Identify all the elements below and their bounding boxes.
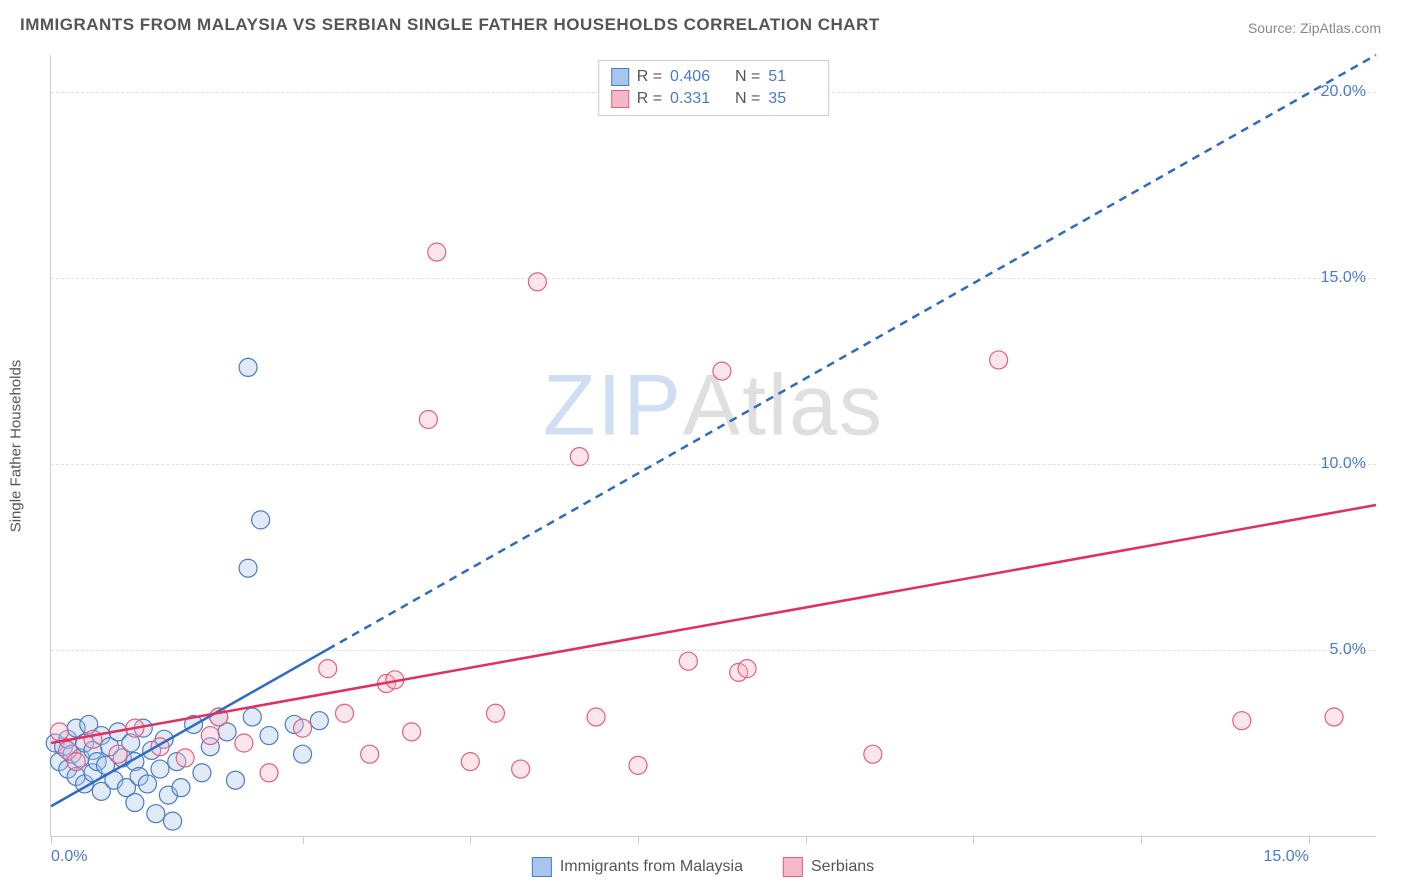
data-point [528, 273, 546, 291]
data-point [235, 734, 253, 752]
data-point [176, 749, 194, 767]
x-tick-label: 15.0% [1264, 848, 1309, 866]
stats-n-label: N = [726, 90, 760, 108]
data-point [990, 351, 1008, 369]
data-point [109, 745, 127, 763]
data-point [486, 704, 504, 722]
data-point [193, 764, 211, 782]
legend: Immigrants from Malaysia Serbians [532, 857, 874, 877]
scatter-plot-svg [51, 55, 1376, 836]
data-point [713, 362, 731, 380]
data-point [419, 410, 437, 428]
x-tick [973, 836, 974, 844]
x-tick [51, 836, 52, 844]
stats-r-label: R = [637, 90, 662, 108]
regression-line-extrapolated [328, 55, 1376, 649]
data-point [738, 660, 756, 678]
data-point [239, 358, 257, 376]
x-tick [303, 836, 304, 844]
stats-n-label: N = [726, 68, 760, 86]
data-point [172, 779, 190, 797]
data-point [147, 805, 165, 823]
data-point [252, 511, 270, 529]
x-tick [1141, 836, 1142, 844]
data-point [243, 708, 261, 726]
data-point [629, 756, 647, 774]
data-point [138, 775, 156, 793]
legend-label: Serbians [811, 858, 874, 876]
stats-row: R = 0.331 N = 35 [611, 88, 817, 110]
data-point [403, 723, 421, 741]
data-point [428, 243, 446, 261]
data-point [1233, 712, 1251, 730]
stats-r-value: 0.406 [670, 68, 718, 86]
data-point [164, 812, 182, 830]
data-point [1325, 708, 1343, 726]
data-point [239, 559, 257, 577]
data-point [126, 794, 144, 812]
x-tick [470, 836, 471, 844]
stats-n-value: 51 [768, 68, 816, 86]
data-point [151, 760, 169, 778]
data-point [260, 727, 278, 745]
data-point [260, 764, 278, 782]
stats-r-label: R = [637, 68, 662, 86]
chart-title: IMMIGRANTS FROM MALAYSIA VS SERBIAN SING… [20, 15, 880, 35]
stats-swatch [611, 68, 629, 86]
data-point [310, 712, 328, 730]
data-point [201, 727, 219, 745]
stats-r-value: 0.331 [670, 90, 718, 108]
data-point [570, 448, 588, 466]
regression-line [51, 505, 1376, 743]
data-point [864, 745, 882, 763]
x-tick [806, 836, 807, 844]
data-point [587, 708, 605, 726]
legend-item: Serbians [783, 857, 874, 877]
data-point [50, 723, 68, 741]
data-point [226, 771, 244, 789]
data-point [512, 760, 530, 778]
legend-swatch [783, 857, 803, 877]
data-point [294, 719, 312, 737]
data-point [67, 753, 85, 771]
stats-swatch [611, 90, 629, 108]
correlation-stats-box: R = 0.406 N = 51R = 0.331 N = 35 [598, 60, 830, 116]
legend-label: Immigrants from Malaysia [560, 858, 743, 876]
y-axis-title: Single Father Households [8, 359, 25, 532]
data-point [319, 660, 337, 678]
data-point [461, 753, 479, 771]
data-point [336, 704, 354, 722]
x-tick [1309, 836, 1310, 844]
x-tick-label: 0.0% [51, 848, 87, 866]
data-point [679, 652, 697, 670]
legend-swatch [532, 857, 552, 877]
source-attribution: Source: ZipAtlas.com [1248, 20, 1381, 36]
data-point [361, 745, 379, 763]
chart-plot-area: Single Father Households ZIPAtlas R = 0.… [50, 55, 1376, 837]
data-point [84, 730, 102, 748]
x-tick [638, 836, 639, 844]
data-point [294, 745, 312, 763]
stats-n-value: 35 [768, 90, 816, 108]
stats-row: R = 0.406 N = 51 [611, 66, 817, 88]
legend-item: Immigrants from Malaysia [532, 857, 743, 877]
